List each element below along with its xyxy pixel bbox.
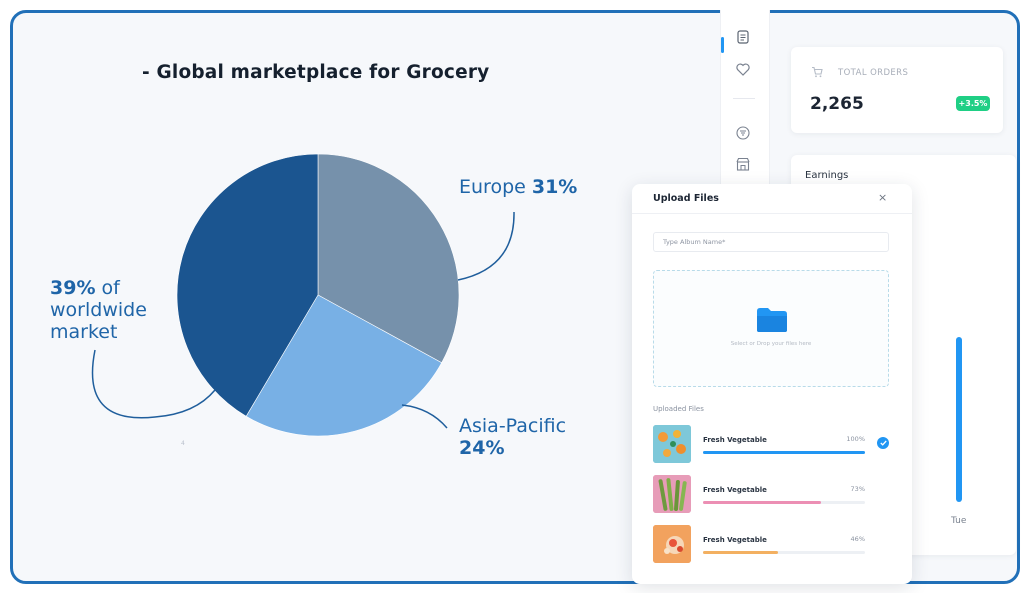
worldwide-percent: 39% [50, 277, 96, 299]
check-icon [877, 437, 889, 449]
total-orders-title: TOTAL ORDERS [838, 68, 909, 78]
filter-icon[interactable] [735, 125, 751, 141]
cart-icon [812, 66, 823, 78]
file-percent: 73% [850, 485, 865, 493]
europe-percent: 31% [531, 176, 578, 198]
close-icon[interactable]: × [878, 191, 888, 204]
pie-slice-worldwide-market [176, 153, 319, 417]
upload-files-dialog: Upload Files × Type Album Name* Select o… [632, 184, 912, 584]
uploaded-files-title: Uploaded Files [653, 405, 704, 413]
pie-slice-asia-pacific [245, 294, 443, 437]
progress-fill [703, 551, 778, 554]
earnings-title: Earnings [805, 170, 849, 181]
file-row: Fresh Vegetable 100% [653, 425, 893, 465]
file-row: Fresh Vegetable 73% [653, 475, 893, 515]
progress-track [703, 451, 865, 454]
worldwide-word: worldwide [50, 299, 147, 321]
pie-chart [91, 153, 515, 437]
earnings-bar [956, 337, 962, 502]
file-name: Fresh Vegetable [703, 536, 767, 544]
pie-chart-area [91, 153, 515, 437]
total-orders-card: TOTAL ORDERS 2,265 +3.5% [791, 47, 1003, 133]
album-name-input[interactable]: Type Album Name* [653, 232, 889, 252]
file-row: Fresh Vegetable 46% [653, 525, 893, 565]
europe-name: Europe [459, 176, 532, 198]
file-dropzone[interactable]: Select or Drop your files here [653, 270, 889, 387]
pie-slice-europe [317, 153, 460, 364]
progress-fill [703, 501, 822, 504]
growth-badge: +3.5% [956, 96, 990, 111]
asia-pacific-name: Asia-Pacific [459, 415, 567, 437]
store-icon[interactable] [735, 156, 751, 172]
stray-mark: 4 [181, 440, 185, 447]
sidebar [720, 10, 770, 200]
file-thumbnail [653, 525, 691, 563]
page-heading: - Global marketplace for Grocery [142, 62, 490, 83]
europe-label: Europe 31% [459, 176, 577, 198]
upload-title: Upload Files [653, 193, 719, 204]
file-percent: 46% [850, 535, 865, 543]
asia-pacific-label: Asia-Pacific 24% [459, 415, 566, 459]
heart-icon[interactable] [735, 61, 751, 77]
sidebar-divider [733, 98, 755, 99]
asia-pacific-percent: 24% [459, 437, 505, 459]
sidebar-active-indicator [721, 37, 724, 53]
worldwide-of: of [95, 277, 120, 299]
progress-track [703, 551, 865, 554]
total-orders-value: 2,265 [810, 94, 864, 114]
document-icon[interactable] [735, 29, 751, 45]
file-percent: 100% [846, 435, 865, 443]
earnings-tick-label: Tue [951, 516, 967, 526]
market-word: market [50, 321, 118, 343]
leader-line-asia-pacific [401, 404, 448, 429]
worldwide-label: 39% of worldwide market [50, 277, 147, 343]
leader-line-worldwide [91, 349, 216, 419]
file-thumbnail [653, 475, 691, 513]
progress-fill [703, 451, 865, 454]
folder-icon [757, 308, 787, 332]
file-name: Fresh Vegetable [703, 486, 767, 494]
dropzone-hint: Select or Drop your files here [730, 341, 812, 347]
dialog-divider [632, 213, 912, 214]
progress-track [703, 501, 865, 504]
file-name: Fresh Vegetable [703, 436, 767, 444]
file-thumbnail [653, 425, 691, 463]
leader-line-europe [457, 211, 515, 281]
